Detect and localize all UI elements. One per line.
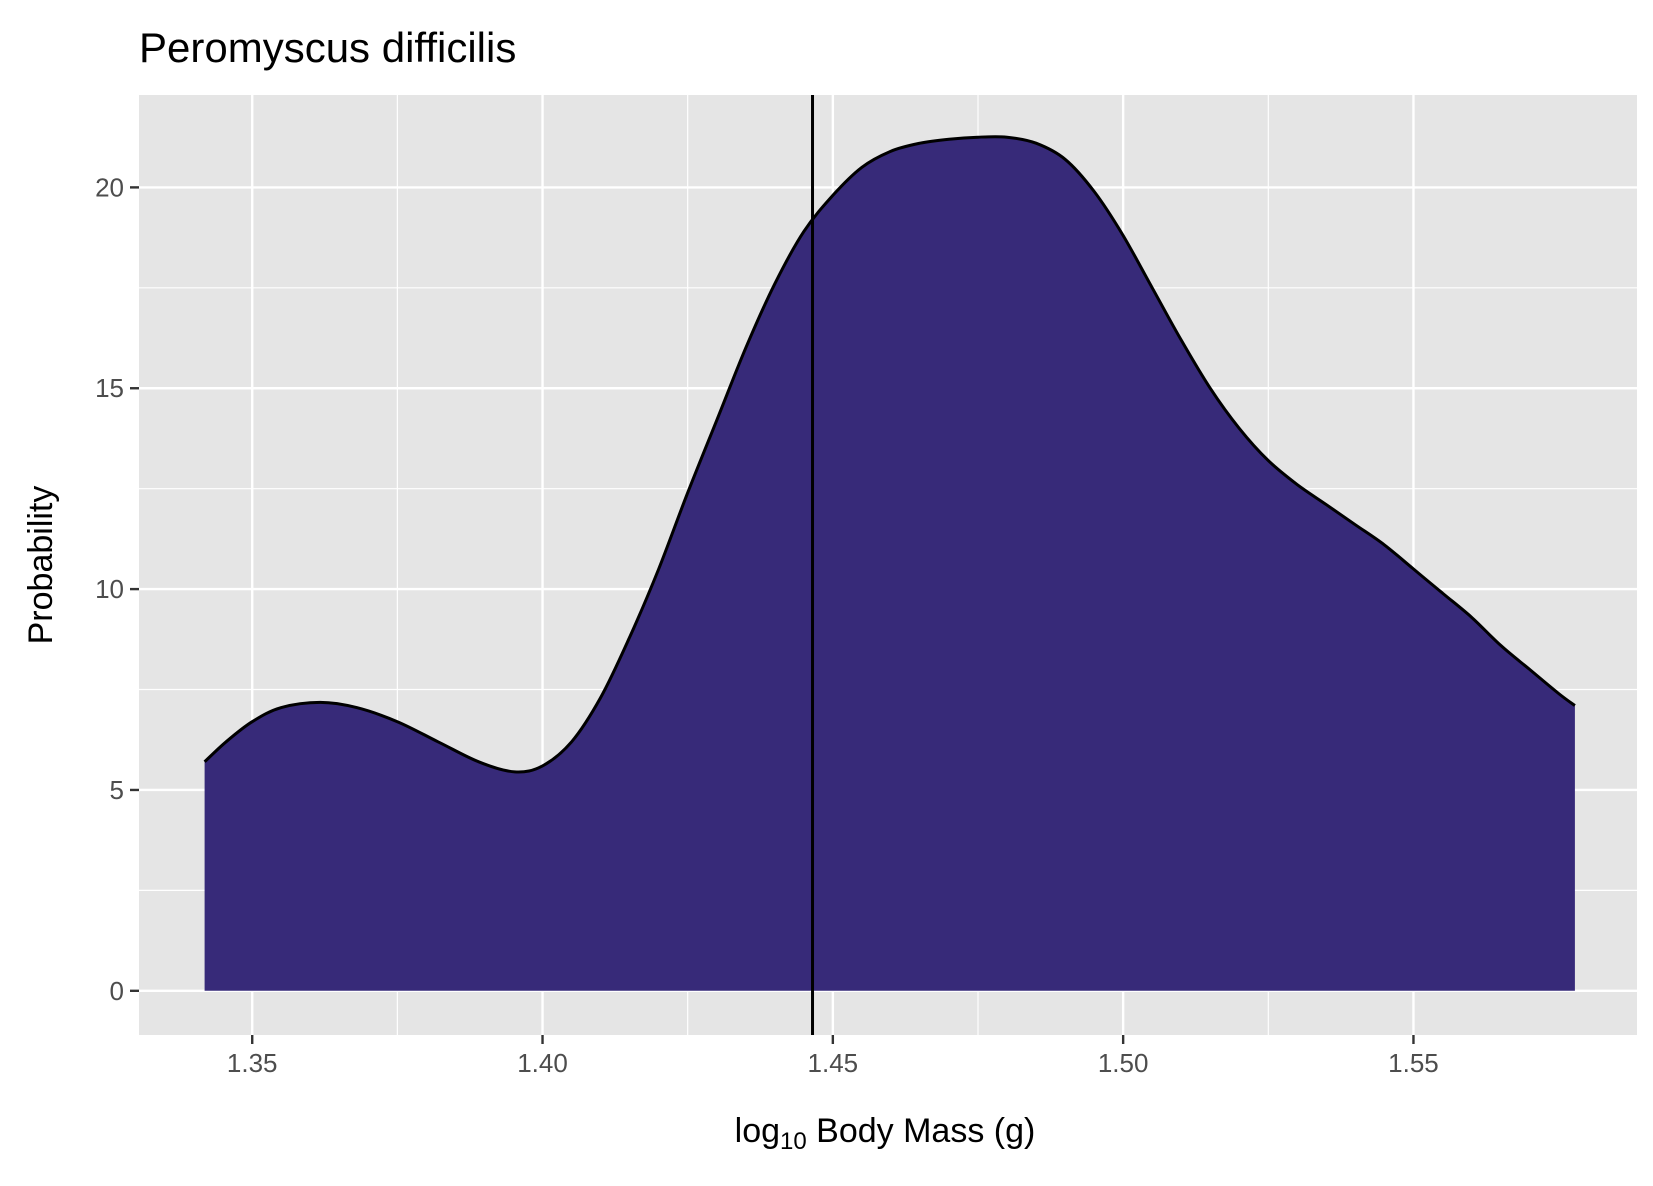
density-area	[204, 136, 1575, 991]
y-tick-label: 5	[110, 775, 124, 805]
x-axis: 1.35 1.40 1.45 1.50 1.55	[227, 1035, 1439, 1078]
x-tick-label: 1.50	[1098, 1048, 1149, 1078]
x-axis-title-prefix: log	[735, 1112, 780, 1150]
y-tick-label: 0	[110, 976, 124, 1006]
y-tick-label: 20	[95, 172, 124, 202]
x-axis-title-subscript: 10	[780, 1128, 807, 1155]
x-tick-label: 1.40	[517, 1048, 568, 1078]
x-tick-label: 1.45	[808, 1048, 859, 1078]
x-tick-label: 1.35	[227, 1048, 278, 1078]
y-tick-label: 10	[95, 574, 124, 604]
y-axis: 0 5 10 15 20	[95, 172, 139, 1006]
chart-title: Peromyscus difficilis	[139, 24, 516, 71]
x-axis-title: log10 Body Mass (g)	[735, 1112, 1036, 1155]
x-tick-label: 1.55	[1388, 1048, 1439, 1078]
y-tick-label: 15	[95, 373, 124, 403]
x-axis-title-suffix: Body Mass (g)	[807, 1112, 1036, 1150]
y-axis-title: Probability	[22, 486, 60, 645]
density-curve	[203, 135, 1576, 774]
